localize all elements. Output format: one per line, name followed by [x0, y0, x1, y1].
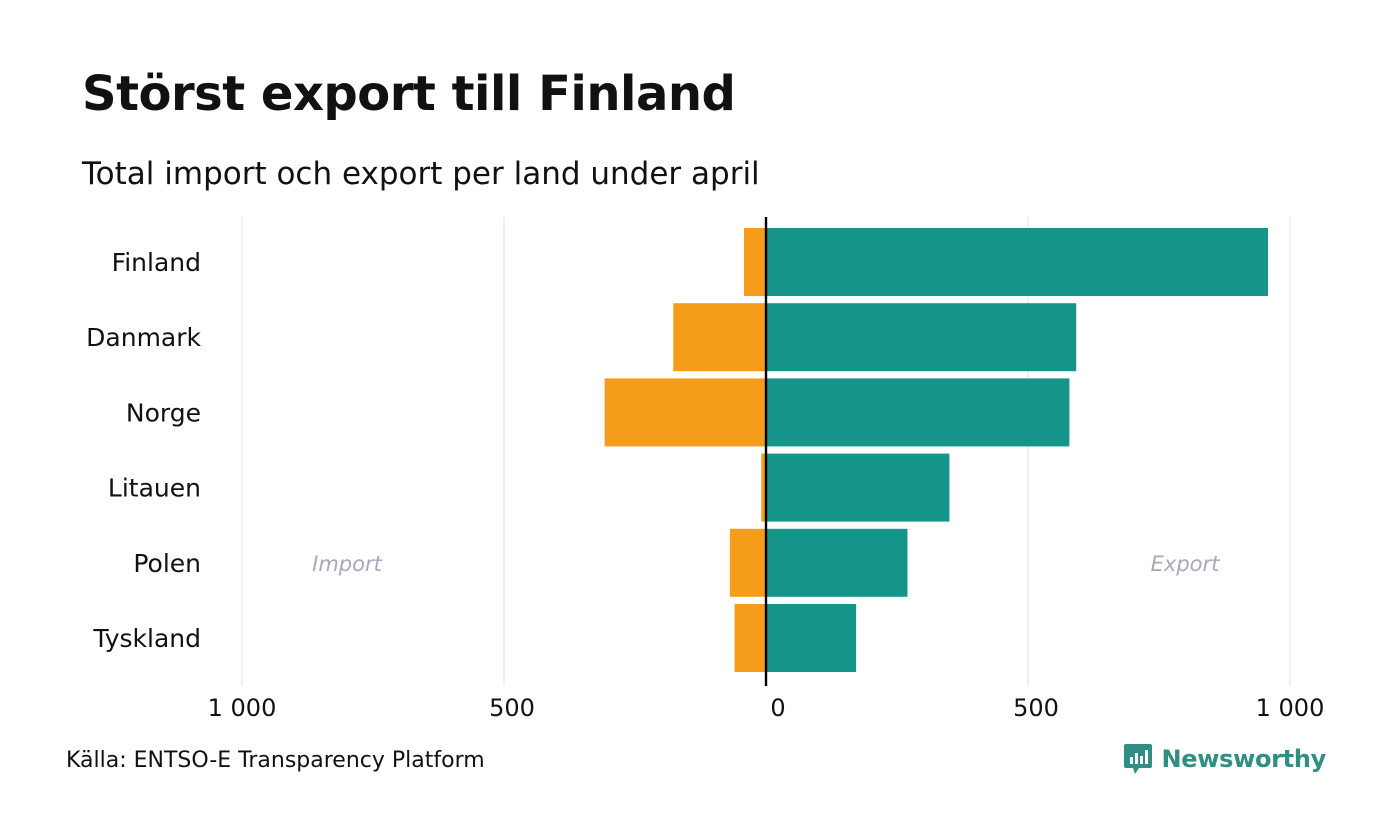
category-label: Litauen: [108, 474, 201, 503]
import-bar-norge: [604, 378, 766, 447]
category-label: Norge: [126, 398, 201, 427]
import-bar-litauen: [761, 453, 766, 522]
x-tick-label: 1 000: [1256, 694, 1325, 722]
export-annotation: Export: [1151, 552, 1221, 576]
brand-logo: Newsworthy: [1123, 742, 1326, 776]
import-bar-danmark: [673, 303, 766, 372]
x-tick-label: 1 000: [208, 694, 277, 722]
export-bar-norge: [766, 378, 1070, 447]
import-bar-tyskland: [734, 604, 766, 672]
bars: [604, 217, 1268, 686]
export-bar-polen: [766, 528, 908, 597]
labels: Finland Danmark Norge Litauen Polen Tyskland 1…: [86, 248, 1324, 722]
export-bar-tyskland: [766, 604, 857, 672]
gridlines: [241, 217, 1291, 686]
category-label: Polen: [133, 549, 201, 578]
source-note: Källa: ENTSO-E Transparency Platform: [66, 748, 485, 773]
category-label: Danmark: [86, 323, 201, 352]
brand-name: Newsworthy: [1161, 745, 1326, 773]
x-tick-label: 500: [489, 694, 535, 722]
category-label: Tyskland: [92, 624, 201, 653]
chart-subtitle: Total import och export per land under a…: [82, 156, 760, 192]
newsworthy-logo-icon: [1124, 744, 1153, 774]
export-bar-litauen: [766, 453, 950, 522]
x-tick-label: 0: [770, 694, 785, 722]
x-tick-label: 500: [1013, 694, 1059, 722]
import-annotation: Import: [312, 552, 382, 576]
chart-title: Störst export till Finland: [82, 66, 736, 122]
import-bar-finland: [743, 228, 766, 296]
import-bar-polen: [729, 528, 766, 597]
category-label: Finland: [112, 248, 201, 277]
export-bar-finland: [766, 228, 1268, 296]
export-bar-danmark: [766, 303, 1077, 372]
